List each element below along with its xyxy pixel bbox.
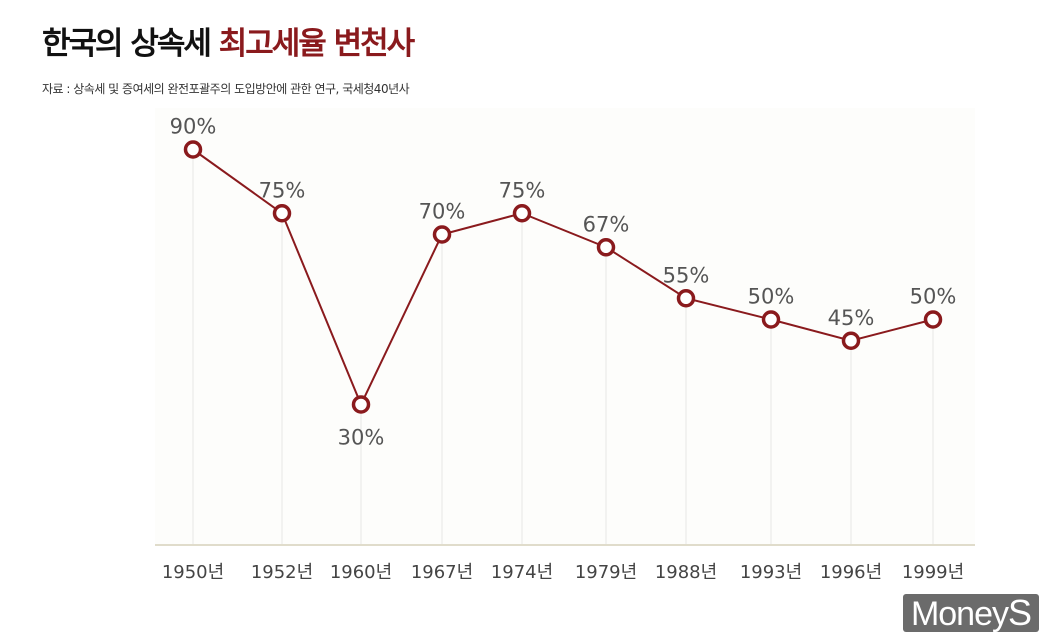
x-tick-label: 1993년 — [740, 562, 802, 583]
source-note: 자료 : 상속세 및 증여세의 완전포괄주의 도입방안에 관한 연구, 국세청4… — [42, 82, 410, 96]
logo-accent: S — [1008, 592, 1032, 633]
data-point — [761, 310, 781, 329]
x-tick-label: 1960년 — [330, 562, 392, 583]
data-point — [676, 289, 696, 308]
moneys-logo: MoneyS — [903, 592, 1039, 633]
x-tick-label: 1979년 — [575, 562, 637, 583]
title-main: 한국의 상속세 — [42, 26, 212, 62]
data-point — [512, 204, 532, 223]
plot-area — [155, 108, 975, 545]
x-tick-label: 1996년 — [820, 562, 882, 583]
data-label: 50% — [910, 285, 957, 309]
x-tick-label: 1950년 — [162, 562, 224, 583]
data-label: 90% — [170, 115, 217, 139]
data-label: 75% — [259, 178, 306, 202]
page-title: 한국의 상속세 최고세율 변천사 — [42, 18, 415, 63]
data-label: 55% — [663, 263, 710, 287]
data-point — [432, 225, 452, 244]
title-highlight: 최고세율 변천사 — [218, 26, 415, 62]
data-point — [841, 331, 861, 350]
data-label: 67% — [583, 212, 630, 236]
data-point — [272, 204, 292, 223]
data-point — [351, 395, 371, 414]
data-point — [183, 140, 203, 159]
data-label: 50% — [748, 285, 795, 309]
series-line — [192, 148, 934, 407]
data-point — [596, 238, 616, 257]
data-label: 75% — [499, 178, 546, 202]
data-label: 30% — [338, 426, 385, 450]
x-tick-label: 1988년 — [655, 562, 717, 583]
data-label: 70% — [419, 200, 466, 224]
data-label: 45% — [828, 306, 875, 330]
data-point — [923, 310, 943, 329]
x-tick-label: 1974년 — [491, 562, 553, 583]
x-tick-label: 1999년 — [902, 562, 964, 583]
logo-text: Money — [910, 595, 1009, 633]
x-tick-label: 1952년 — [251, 562, 313, 583]
x-tick-label: 1967년 — [411, 562, 473, 583]
